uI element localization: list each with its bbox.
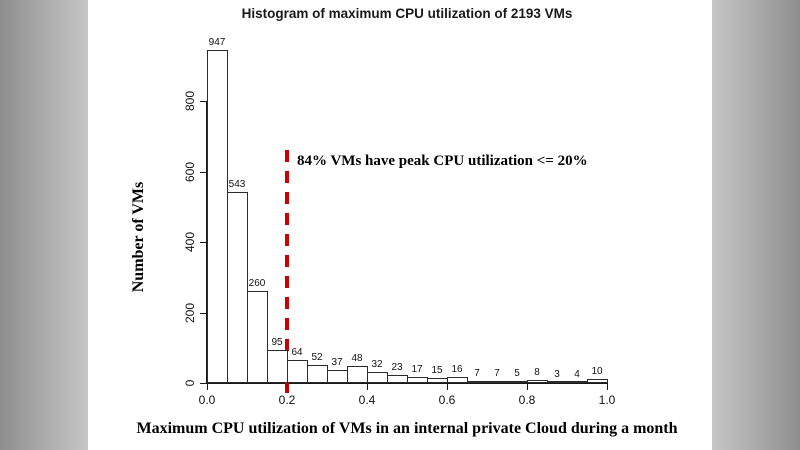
- histogram-bar: [247, 291, 268, 383]
- bar-value-label: 64: [291, 347, 303, 358]
- bar-value-label: 32: [371, 359, 383, 370]
- y-tick-mark: [200, 383, 206, 384]
- plot-area: 84% VMs have peak CPU utilization <= 20%…: [183, 37, 616, 407]
- histogram-bar: [407, 377, 428, 383]
- x-tick-mark: [367, 384, 368, 390]
- x-tick-mark: [207, 384, 208, 390]
- histogram-bar: [287, 360, 308, 383]
- x-tick-mark: [447, 384, 448, 390]
- bar-value-label: 7: [474, 368, 480, 379]
- y-tick-mark: [200, 313, 206, 314]
- y-tick-mark: [200, 242, 206, 243]
- bar-value-label: 16: [451, 364, 463, 375]
- x-axis-label: Maximum CPU utilization of VMs in an int…: [136, 420, 678, 437]
- histogram-bar: [367, 372, 388, 383]
- bar-value-label: 95: [271, 337, 283, 348]
- histogram-bar: [507, 381, 528, 383]
- histogram-bar: [467, 381, 488, 383]
- histogram-bar: [527, 380, 548, 383]
- y-axis: [206, 101, 207, 383]
- bar-value-label: 7: [494, 368, 500, 379]
- histogram-bar: [547, 381, 568, 383]
- reference-line: [285, 150, 289, 398]
- letterbox-left: [0, 0, 88, 450]
- bar-value-label: 17: [411, 364, 423, 375]
- x-tick-label: 0.6: [438, 393, 456, 407]
- bar-value-label: 947: [208, 37, 226, 48]
- histogram-bar: [227, 192, 248, 383]
- x-tick-label: 0.2: [278, 393, 296, 407]
- bar-value-label: 4: [574, 369, 580, 380]
- histogram-bar: [387, 375, 408, 383]
- bar-value-label: 48: [351, 353, 363, 364]
- histogram-bar: [567, 381, 588, 383]
- y-tick-mark: [200, 101, 206, 102]
- x-tick-label: 0.4: [358, 393, 376, 407]
- bar-value-label: 15: [431, 365, 443, 376]
- histogram-bar: [327, 370, 348, 383]
- histogram-bar: [447, 377, 468, 383]
- x-tick-label: 0.0: [198, 393, 216, 407]
- histogram-bar: [487, 381, 508, 383]
- bar-value-label: 260: [248, 278, 266, 289]
- x-tick-label: 0.8: [518, 393, 536, 407]
- x-tick-mark: [527, 384, 528, 390]
- histogram-bar: [587, 379, 608, 383]
- chart-title: Histogram of maximum CPU utilization of …: [241, 6, 573, 21]
- bar-value-label: 543: [228, 179, 246, 190]
- annotation-text: 84% VMs have peak CPU utilization <= 20%: [297, 153, 588, 169]
- bar-value-label: 10: [591, 366, 603, 377]
- x-tick-mark: [607, 384, 608, 390]
- bar-value-label: 8: [534, 367, 540, 378]
- histogram-bar: [207, 50, 228, 383]
- bar-value-label: 23: [391, 362, 403, 373]
- letterbox-right: [712, 0, 800, 450]
- x-tick-label: 1.0: [598, 393, 616, 407]
- histogram-bar: [427, 378, 448, 383]
- x-tick-mark: [287, 384, 288, 390]
- x-axis: [206, 383, 608, 384]
- bar-value-label: 37: [331, 357, 343, 368]
- bar-value-label: 52: [311, 352, 323, 363]
- y-tick-mark: [200, 172, 206, 173]
- bar-value-label: 5: [514, 368, 520, 379]
- bar-value-label: 3: [554, 369, 560, 380]
